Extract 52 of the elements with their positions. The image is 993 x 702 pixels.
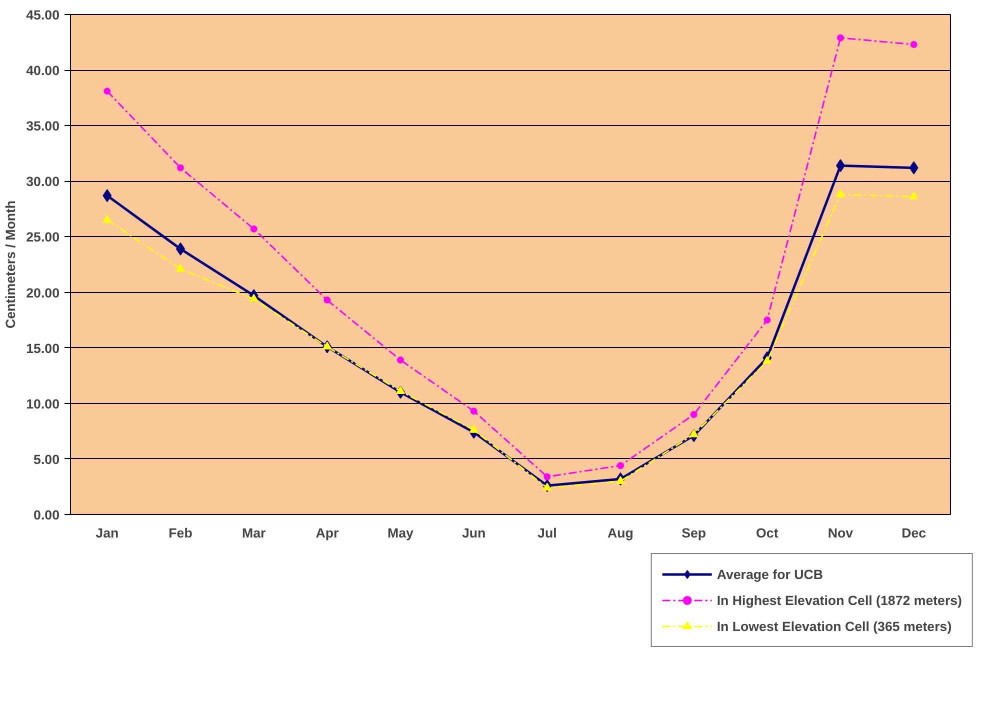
y-tick-label: 10.00 <box>26 396 60 412</box>
point <box>764 316 771 324</box>
point <box>616 476 625 484</box>
x-tick-label: Feb <box>168 526 192 540</box>
point <box>324 296 331 304</box>
legend-label: In Lowest Elevation Cell (365 meters) <box>716 618 952 634</box>
x-tick-label: Jan <box>96 526 119 540</box>
point <box>542 482 552 491</box>
x-tick-label: May <box>388 526 414 540</box>
x-tick-label: Oct <box>756 526 779 540</box>
point <box>469 424 478 433</box>
point <box>909 192 918 200</box>
y-tick-label: 35.00 <box>26 118 60 134</box>
point <box>689 429 698 438</box>
point <box>250 225 258 232</box>
point <box>690 411 698 418</box>
x-tick-label: Dec <box>902 526 927 540</box>
point <box>102 189 112 202</box>
y-tick-label: 45.00 <box>26 8 60 22</box>
y-tick-label: 25.00 <box>26 230 60 245</box>
point <box>910 41 918 48</box>
y-tick-label: 30.00 <box>26 174 60 190</box>
x-tick-label: Nov <box>828 526 854 540</box>
point <box>249 294 258 302</box>
point <box>322 342 332 350</box>
point <box>470 408 478 415</box>
y-tick-label: 0.00 <box>34 508 60 522</box>
point <box>836 189 845 198</box>
point <box>396 386 405 394</box>
x-tick-label: Jul <box>538 526 557 540</box>
x-tick-label: Mar <box>242 526 266 540</box>
point <box>909 161 918 174</box>
point <box>102 214 112 223</box>
legend-label: Average for UCB <box>716 566 823 582</box>
point <box>104 88 111 95</box>
point <box>617 462 624 470</box>
y-tick-label: 40.00 <box>26 63 60 78</box>
point <box>176 264 185 272</box>
legend-label: In Highest Elevation Cell (1872 meters) <box>716 592 962 608</box>
x-tick-label: Aug <box>608 526 634 540</box>
y-axis-title: Centimeters / Month <box>3 200 18 329</box>
point <box>837 34 844 42</box>
point <box>544 473 551 480</box>
x-tick-label: Jun <box>462 526 486 540</box>
point <box>762 356 772 364</box>
y-tick-label: 5.00 <box>34 452 60 467</box>
point <box>397 356 404 364</box>
y-tick-label: 20.00 <box>26 285 60 300</box>
y-tick-label: 15.00 <box>26 340 60 356</box>
x-tick-label: Sep <box>682 526 706 540</box>
x-tick-label: Apr <box>316 526 339 540</box>
point <box>177 164 184 172</box>
